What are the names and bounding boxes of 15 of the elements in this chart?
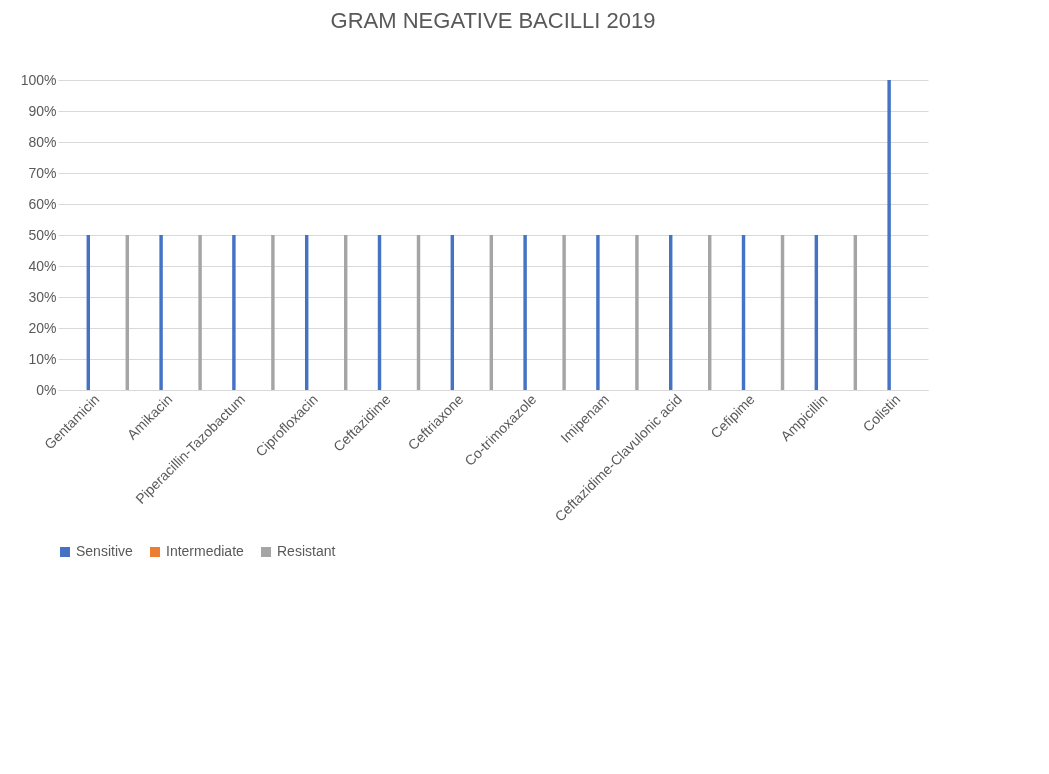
y-tick-label: 20% <box>28 319 57 336</box>
legend-label: Sensitive <box>76 543 134 559</box>
y-tick-label: 70% <box>28 164 57 181</box>
y-tick-label: 0% <box>36 381 57 398</box>
y-tick-label: 100% <box>20 71 57 88</box>
y-tick-label: 50% <box>28 226 57 243</box>
y-tick-label: 40% <box>28 257 57 274</box>
legend-label: Resistant <box>277 543 336 559</box>
y-tick-label: 80% <box>28 133 57 150</box>
y-tick-label: 90% <box>28 102 57 119</box>
y-tick-label: 10% <box>28 350 57 367</box>
y-tick-label: 30% <box>28 288 57 305</box>
chart-title: GRAM NEGATIVE BACILLI 2019 <box>330 8 656 33</box>
y-tick-label: 60% <box>28 195 57 212</box>
legend-label: Intermediate <box>166 543 245 559</box>
